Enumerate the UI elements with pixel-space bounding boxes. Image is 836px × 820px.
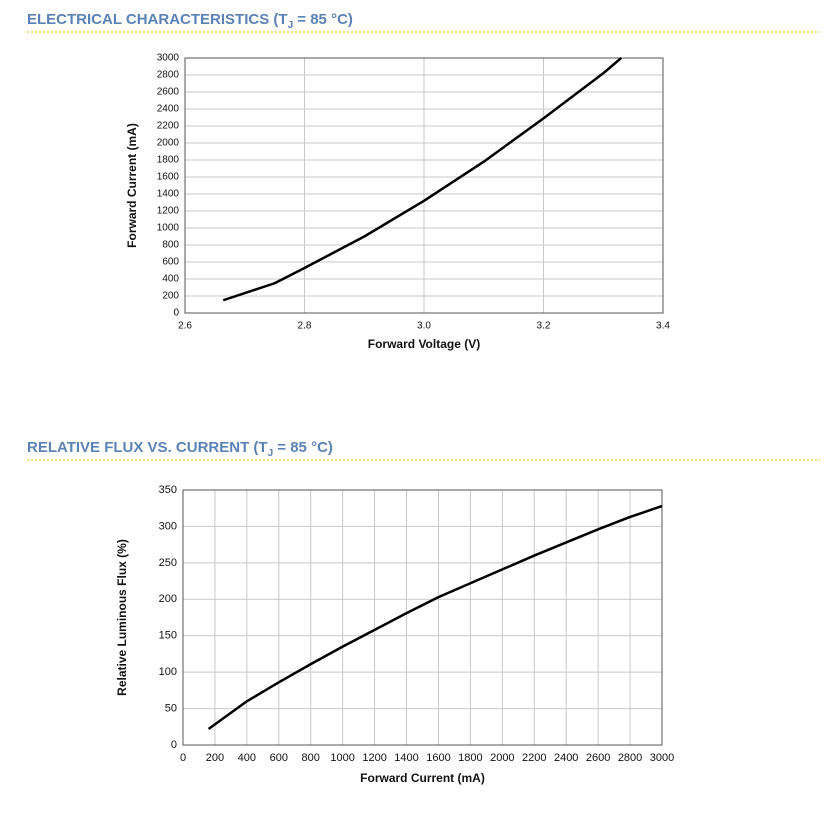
y-tick-label: 0 bbox=[171, 739, 177, 751]
y-tick-label: 1600 bbox=[157, 172, 180, 183]
y-tick-label: 800 bbox=[162, 240, 179, 251]
x-tick-label: 3000 bbox=[650, 752, 674, 764]
heading-subscript: J bbox=[268, 448, 274, 459]
y-tick-label: 300 bbox=[159, 520, 177, 532]
x-axis-title: Forward Current (mA) bbox=[360, 771, 485, 785]
y-tick-label: 1200 bbox=[157, 206, 180, 217]
x-tick-label: 3.0 bbox=[417, 321, 431, 332]
y-tick-label: 600 bbox=[162, 257, 179, 268]
x-tick-label: 2600 bbox=[586, 752, 610, 764]
data-line bbox=[222, 57, 622, 302]
y-axis-title: Relative Luminous Flux (%) bbox=[115, 539, 129, 696]
x-tick-label: 1600 bbox=[426, 752, 450, 764]
data-line bbox=[207, 504, 663, 730]
y-tick-label: 0 bbox=[173, 308, 179, 319]
y-tick-label: 1000 bbox=[157, 223, 180, 234]
y-tick-label: 1400 bbox=[157, 189, 180, 200]
x-tick-label: 2400 bbox=[554, 752, 578, 764]
y-tick-label: 400 bbox=[162, 274, 179, 285]
y-tick-label: 150 bbox=[159, 630, 177, 642]
heading-suffix: = 85 °C) bbox=[273, 439, 333, 456]
x-tick-label: 1800 bbox=[458, 752, 482, 764]
x-tick-label: 1200 bbox=[362, 752, 386, 764]
plot-frame bbox=[182, 489, 663, 746]
y-tick-label: 250 bbox=[159, 557, 177, 569]
x-tick-label: 1400 bbox=[394, 752, 418, 764]
x-tick-label: 2000 bbox=[490, 752, 514, 764]
x-tick-label: 400 bbox=[238, 752, 256, 764]
x-tick-label: 1000 bbox=[330, 752, 354, 764]
section-heading: RELATIVE FLUX VS. CURRENT (TJ = 85 °C) bbox=[27, 439, 333, 459]
heading-text: ELECTRICAL CHARACTERISTICS (T bbox=[27, 11, 288, 28]
y-tick-label: 2800 bbox=[157, 70, 180, 81]
x-tick-label: 2.6 bbox=[178, 321, 192, 332]
heading-text: RELATIVE FLUX VS. CURRENT (T bbox=[27, 439, 268, 456]
y-tick-label: 2000 bbox=[157, 138, 180, 149]
y-tick-label: 200 bbox=[159, 593, 177, 605]
x-tick-label: 800 bbox=[302, 752, 320, 764]
x-tick-label: 600 bbox=[270, 752, 288, 764]
y-tick-label: 2600 bbox=[157, 87, 180, 98]
section-heading: ELECTRICAL CHARACTERISTICS (TJ = 85 °C) bbox=[27, 11, 353, 31]
y-tick-label: 2200 bbox=[157, 121, 180, 132]
y-tick-label: 3000 bbox=[157, 53, 180, 64]
x-tick-label: 200 bbox=[206, 752, 224, 764]
y-tick-label: 100 bbox=[159, 666, 177, 678]
y-tick-label: 2400 bbox=[157, 104, 180, 115]
y-tick-label: 350 bbox=[159, 484, 177, 496]
y-tick-label: 50 bbox=[165, 702, 177, 714]
plot-frame bbox=[184, 57, 664, 314]
x-tick-label: 3.4 bbox=[656, 321, 670, 332]
heading-subscript: J bbox=[288, 20, 294, 31]
x-tick-label: 2800 bbox=[618, 752, 642, 764]
x-tick-label: 3.2 bbox=[537, 321, 551, 332]
x-axis-title: Forward Voltage (V) bbox=[368, 337, 480, 351]
y-axis-title: Forward Current (mA) bbox=[125, 123, 139, 248]
heading-suffix: = 85 °C) bbox=[293, 11, 353, 28]
x-tick-label: 2200 bbox=[522, 752, 546, 764]
x-tick-label: 2.8 bbox=[298, 321, 312, 332]
x-tick-label: 0 bbox=[180, 752, 186, 764]
y-tick-label: 200 bbox=[162, 291, 179, 302]
y-tick-label: 1800 bbox=[157, 155, 180, 166]
